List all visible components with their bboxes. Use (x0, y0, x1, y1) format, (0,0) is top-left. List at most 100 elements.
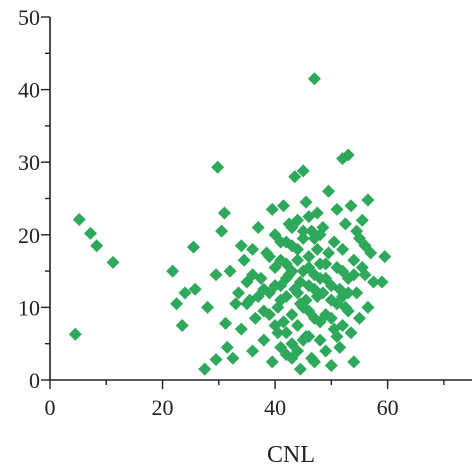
data-point (285, 308, 299, 322)
data-point (170, 297, 184, 311)
data-point (262, 308, 276, 322)
data-point (274, 253, 288, 267)
data-point (279, 235, 293, 249)
data-point (350, 224, 364, 238)
data-point (338, 217, 352, 231)
data-point (209, 353, 223, 367)
y-tick-label: 40 (18, 78, 40, 103)
data-point (234, 322, 248, 336)
data-point (215, 224, 229, 238)
data-point (296, 300, 310, 314)
data-point (352, 311, 366, 325)
data-point (313, 228, 327, 242)
data-point (330, 202, 344, 216)
data-point (341, 148, 355, 162)
data-point (265, 202, 279, 216)
data-point (211, 160, 225, 174)
data-point (229, 297, 243, 311)
data-point (246, 242, 260, 256)
data-point (336, 264, 350, 278)
data-point (336, 319, 350, 333)
data-point (302, 210, 316, 224)
x-tick-label: 60 (377, 395, 399, 420)
data-point (344, 326, 358, 340)
data-point (234, 239, 248, 253)
data-point (350, 286, 364, 300)
data-point (251, 221, 265, 235)
data-point (319, 257, 333, 271)
data-point (330, 329, 344, 343)
data-point (246, 344, 260, 358)
y-tick-label: 20 (18, 223, 40, 248)
data-point (274, 293, 288, 307)
data-point (265, 355, 279, 369)
y-tick-label: 30 (18, 150, 40, 175)
data-point (296, 231, 310, 245)
data-point (319, 344, 333, 358)
data-point (378, 250, 392, 264)
data-point (333, 340, 347, 354)
data-point (106, 255, 120, 269)
data-point (246, 268, 260, 282)
data-point (322, 184, 336, 198)
data-point (367, 275, 381, 289)
x-axis-ticks: 0 20 40 60 (45, 380, 445, 420)
data-point (268, 319, 282, 333)
data-point (296, 164, 310, 178)
data-point (217, 206, 231, 220)
data-point (358, 239, 372, 253)
data-point (277, 199, 291, 213)
data-point (274, 340, 288, 354)
y-tick-label: 10 (18, 295, 40, 320)
data-point (285, 264, 299, 278)
data-point (291, 344, 305, 358)
data-point (68, 327, 82, 341)
data-point (285, 221, 299, 235)
data-point (313, 333, 327, 347)
x-tick-label: 20 (152, 395, 174, 420)
data-point (90, 239, 104, 253)
data-point (361, 193, 375, 207)
data-point (341, 304, 355, 318)
data-point (361, 300, 375, 314)
data-point (231, 286, 245, 300)
data-point (186, 240, 200, 254)
y-tick-label: 0 (29, 368, 40, 393)
data-point (347, 268, 361, 282)
data-point (268, 228, 282, 242)
data-point (307, 72, 321, 86)
data-point (375, 275, 389, 289)
data-point (302, 329, 316, 343)
data-point (302, 250, 316, 264)
data-point (310, 242, 324, 256)
data-point (288, 170, 302, 184)
x-tick-label: 40 (264, 395, 286, 420)
data-point (355, 260, 369, 274)
data-point (355, 213, 369, 227)
data-point (237, 253, 251, 267)
data-point (347, 355, 361, 369)
data-point (302, 260, 316, 274)
data-point (291, 253, 305, 267)
data-point (293, 362, 307, 376)
data-point (324, 311, 338, 325)
data-point (201, 300, 215, 314)
data-point (336, 242, 350, 256)
data-points (68, 72, 392, 376)
data-point (198, 362, 212, 376)
data-point (178, 286, 192, 300)
data-point (257, 333, 271, 347)
data-point (72, 213, 86, 227)
data-point (324, 358, 338, 372)
data-point (248, 311, 262, 325)
data-point (223, 264, 237, 278)
axes: 0 20 40 60 0 10 20 30 40 50 CNL (18, 5, 472, 468)
data-point (336, 290, 350, 304)
data-point (344, 199, 358, 213)
data-point (220, 340, 234, 354)
data-point (226, 351, 240, 365)
data-point (219, 316, 233, 330)
data-point (299, 195, 313, 209)
data-point (347, 253, 361, 267)
